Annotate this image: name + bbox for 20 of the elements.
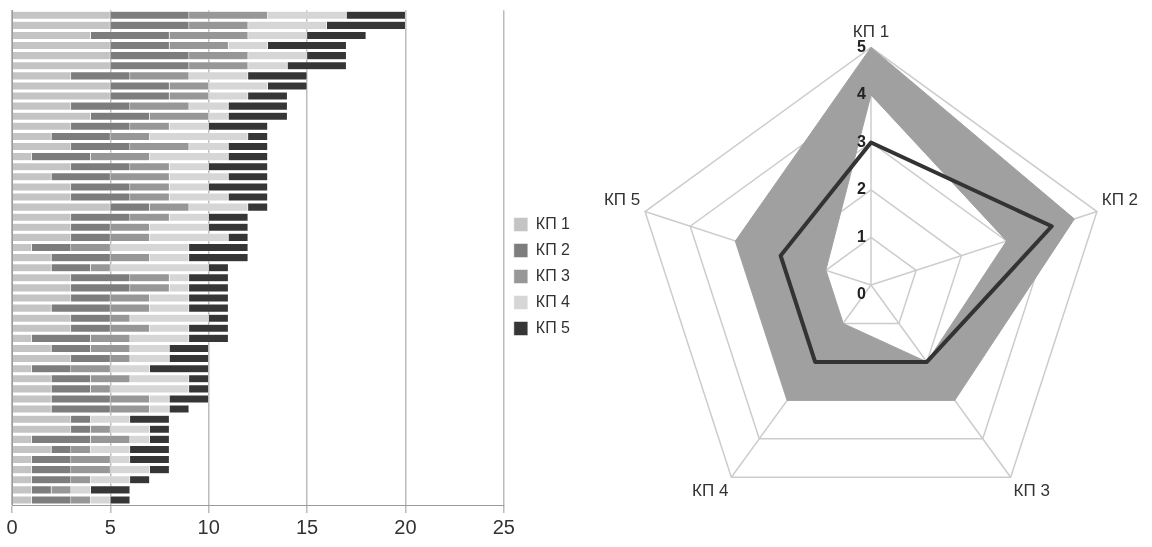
spoke-label: КП 2 xyxy=(1101,189,1139,209)
y-tick-label: 4 xyxy=(857,85,867,103)
x-tick-label: 5 xyxy=(104,515,116,538)
spoke-label: КП 5 xyxy=(603,189,641,209)
y-tick-label: 3 xyxy=(857,132,867,150)
x-tick-label: 10 xyxy=(197,515,220,538)
legend-label: КП 1 xyxy=(535,214,571,232)
legend-label: КП 3 xyxy=(535,266,571,284)
legend-label: КП 2 xyxy=(535,240,571,258)
y-tick-label: 2 xyxy=(857,180,867,198)
y-tick-label: 1 xyxy=(857,227,867,245)
spoke-label: КП 4 xyxy=(692,481,729,501)
x-tick-label: 25 xyxy=(492,515,515,538)
legend-label: КП 4 xyxy=(535,292,571,310)
x-tick-label: 20 xyxy=(394,515,417,538)
x-tick-label: 0 xyxy=(6,515,18,538)
spoke-label: КП 3 xyxy=(1013,481,1050,501)
legend-label: КП 5 xyxy=(535,318,571,336)
x-tick-label: 15 xyxy=(295,515,319,538)
y-tick-label: 0 xyxy=(857,285,867,303)
